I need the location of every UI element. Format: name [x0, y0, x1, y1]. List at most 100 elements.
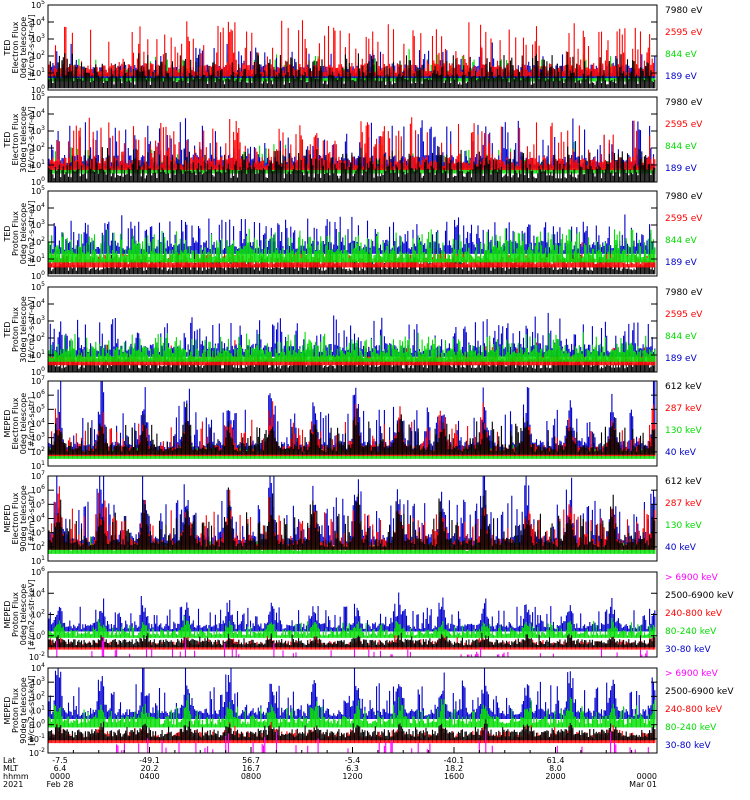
ylabel-line: MEPED — [3, 601, 12, 629]
ylabel-line: MEPED — [3, 410, 12, 438]
y-tick-label: 102 — [31, 541, 45, 552]
panel-8-frame — [47, 667, 658, 754]
y-tick-label: 106 — [31, 566, 45, 577]
panel-6-ylabel: MEPED Electron Flux 90deg telescope [#/cm2-… — [3, 485, 36, 552]
series-612-kev-trace — [48, 487, 656, 550]
x-tick-label-mlt: 8.0 — [549, 764, 562, 773]
panel-3-traces — [48, 214, 656, 275]
legend-entry: 844 eV — [665, 142, 698, 152]
ylabel-line: 90deg telescope — [19, 677, 28, 744]
y-tick-label: 101 — [31, 67, 45, 78]
y-tick-label: 104 — [31, 418, 45, 429]
y-tick-label: 102 — [31, 50, 45, 61]
panel-4-ylabel: TED Proton Flux 30deg telescope [#/cm2-s-st… — [3, 296, 36, 363]
y-tick-label: 101 — [31, 705, 45, 716]
panel-7-frame — [47, 571, 658, 658]
ylabel-line: [#/cm2-s-str-eV] — [27, 14, 36, 80]
panel-7-ylabel: MEPED Proton Flux 0deg telescope [#/cm2-s-s… — [3, 579, 36, 650]
y-tick-label: 102 — [31, 690, 45, 701]
ylabel-line: 0deg telescope — [19, 584, 28, 645]
panel-1-ylabel: TED Electron Flux 0deg telescope [#/cm2-s-s… — [3, 14, 36, 80]
x-row-label: MLT — [3, 764, 18, 773]
series-2500-6900-kev-trace — [48, 719, 656, 741]
series--6900-kev-trace — [116, 729, 649, 753]
ylabel-line: Electron Flux — [11, 21, 20, 73]
ylabel-line: [#/cm2-s-str] — [27, 492, 36, 545]
legend-entry: 2500-6900 keV — [665, 591, 734, 601]
legend-entry: 40 keV — [665, 543, 697, 553]
panel-8-ylabel: MEPED Proton Flux 90deg telescope [#/cm2-s-… — [3, 675, 36, 746]
series-7980-ev-trace — [48, 146, 656, 182]
panel-2-frame — [47, 96, 658, 183]
legend-entry: 2500-6900 keV — [665, 687, 734, 697]
y-tick-label: 102 — [31, 446, 45, 457]
legend-entry: 612 keV — [665, 477, 702, 487]
legend-entry: 287 keV — [665, 404, 702, 414]
series-844-ev-trace — [48, 331, 656, 362]
panel-8-traces — [48, 668, 656, 753]
panel-4-traces — [48, 312, 656, 372]
x-tick-label-hhmm: 0400 — [139, 772, 159, 781]
ylabel-line: Proton Flux — [11, 592, 20, 637]
x-tick-label-hhmm: 0800 — [241, 772, 261, 781]
y-tick-label: 105 — [31, 281, 45, 292]
series-80-240-kev-trace — [48, 694, 656, 728]
legend-entry: 189 eV — [665, 164, 698, 174]
y-tick-label: 103 — [31, 33, 45, 44]
x-tick-label-lat: 61.4 — [547, 756, 565, 765]
y-tick-label: 10-2 — [29, 651, 45, 662]
legend-entry: 30-80 keV — [665, 741, 711, 751]
ylabel-line: [#/cm2-s-str-keV] — [27, 579, 36, 650]
x-tick-label-mlt: 6.3 — [346, 764, 359, 773]
panel-3-ylabel: TED Proton Flux 0deg telescope [#/cm2-s-str… — [3, 200, 36, 266]
y-tick-label: 104 — [31, 513, 45, 524]
legend-entry: 80-240 keV — [665, 723, 717, 733]
y-tick-label: 101 — [31, 460, 45, 471]
series-40-kev-trace — [48, 381, 656, 452]
y-tick-label: 100 — [31, 630, 45, 641]
y-tick-label: 100 — [31, 366, 45, 377]
y-tick-label: 104 — [31, 298, 45, 309]
x-row-label: Lat — [3, 756, 16, 765]
ylabel-line: 0deg telescope — [19, 203, 28, 264]
y-tick-label: 104 — [31, 202, 45, 213]
panel-2-traces — [48, 117, 656, 182]
y-tick-label: 103 — [31, 125, 45, 136]
ylabel-line: MEPED — [3, 505, 12, 533]
legend-entry: 189 eV — [665, 258, 698, 268]
legend-entry: 40 keV — [665, 448, 697, 458]
y-tick-label: 10-1 — [29, 733, 45, 744]
legend-entry: 130 keV — [665, 426, 702, 436]
y-tick-label: 104 — [31, 108, 45, 119]
legend-entry: 2595 eV — [665, 214, 703, 224]
legend-entry: 2595 eV — [665, 28, 703, 38]
ylabel-line: [#/cm2-s-str-eV] — [27, 106, 36, 172]
panel-5-frame — [47, 380, 658, 467]
ylabel-line: Proton Flux — [11, 688, 20, 733]
panel-6-traces — [48, 476, 656, 554]
panel-3: 100 101 102 103 104 105 TED Proton Flux 0deg tel… — [3, 185, 703, 281]
series-80-240-kev-trace — [48, 616, 656, 638]
y-tick-label: 100 — [31, 719, 45, 730]
x-tick-label-lat: -49.1 — [139, 756, 160, 765]
legend-entry: 844 eV — [665, 332, 698, 342]
y-tick-label: 106 — [31, 389, 45, 400]
y-tick-label: 10-2 — [29, 747, 45, 758]
legend-entry: 287 keV — [665, 499, 702, 509]
y-tick-label: 101 — [31, 555, 45, 566]
x-tick-label-mlt: 16.7 — [242, 764, 260, 773]
y-tick-label: 102 — [31, 142, 45, 153]
legend-entry: 844 eV — [665, 236, 698, 246]
ylabel-line: [#/cm2-s-str] — [27, 397, 36, 450]
y-tick-label: 105 — [31, 498, 45, 509]
legend-entry: 7980 eV — [665, 98, 703, 108]
legend-entry: 240-800 keV — [665, 609, 723, 619]
y-tick-label: 103 — [31, 432, 45, 443]
panel-1-frame — [47, 4, 658, 91]
y-tick-label: 100 — [31, 84, 45, 95]
panel-4: 100 101 102 103 104 105 TED Proton Flux 30deg te… — [3, 281, 703, 377]
x-tick-label-hhmm: 1600 — [444, 772, 464, 781]
panel-8: 10-2 10-1 100 101 102 103 104 MEPED Proton Flux 9… — [3, 662, 734, 758]
y-tick-label: 107 — [31, 375, 45, 386]
